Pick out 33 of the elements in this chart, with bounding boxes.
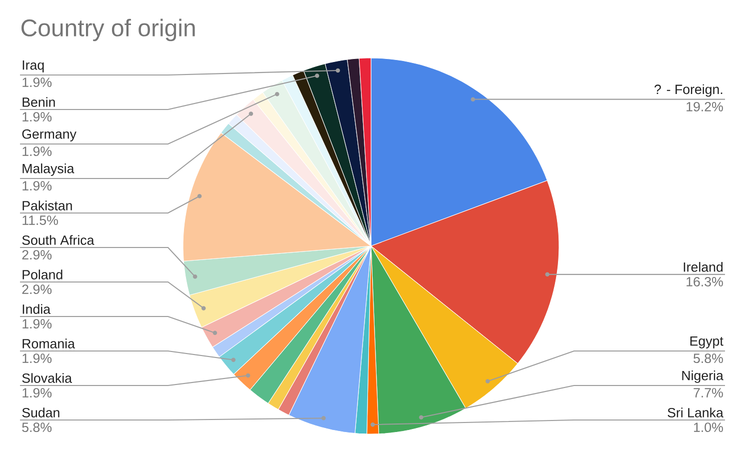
slice-label: Slovakia <box>22 373 72 383</box>
slice-label: South Africa <box>22 235 94 245</box>
slice-label: Romania <box>22 338 75 348</box>
slice-label: Iraq <box>22 60 44 72</box>
data-label: 1.9% <box>22 388 52 398</box>
data-label: 19.2% <box>686 102 723 112</box>
data-label: 11.5% <box>22 216 58 225</box>
data-label: 5.8% <box>694 354 723 364</box>
slice-label: Poland <box>22 270 62 280</box>
slice-label: Egypt <box>690 336 724 348</box>
slice-label: Nigeria <box>682 370 724 383</box>
slice-label: India <box>22 304 51 314</box>
slice-label: Malaysia <box>22 163 74 176</box>
data-label: 1.9% <box>22 146 52 156</box>
slice-label: Germany <box>22 129 76 142</box>
slice-label: ? - Foreign. <box>654 84 722 97</box>
slice-label: Sudan <box>22 408 60 418</box>
data-label: 1.9% <box>22 112 52 122</box>
data-label: 1.9% <box>22 354 52 364</box>
data-label: 2.9% <box>22 250 52 260</box>
data-label: 1.9% <box>22 181 52 191</box>
data-label: 1.0% <box>694 422 723 432</box>
data-label: 1.9% <box>22 319 52 329</box>
chart-title: Country of origin <box>21 18 195 42</box>
slice-label: Ireland <box>684 262 723 272</box>
data-label: 7.7% <box>694 388 723 398</box>
data-label: 5.8% <box>22 422 52 432</box>
data-label: 1.9% <box>22 78 52 88</box>
slice-label: Pakistan <box>22 200 72 210</box>
slice-label: Sri Lanka <box>668 408 724 418</box>
data-label: 16.3% <box>686 277 723 286</box>
data-label: 2.9% <box>22 284 52 294</box>
slice-label: Benin <box>22 97 55 107</box>
